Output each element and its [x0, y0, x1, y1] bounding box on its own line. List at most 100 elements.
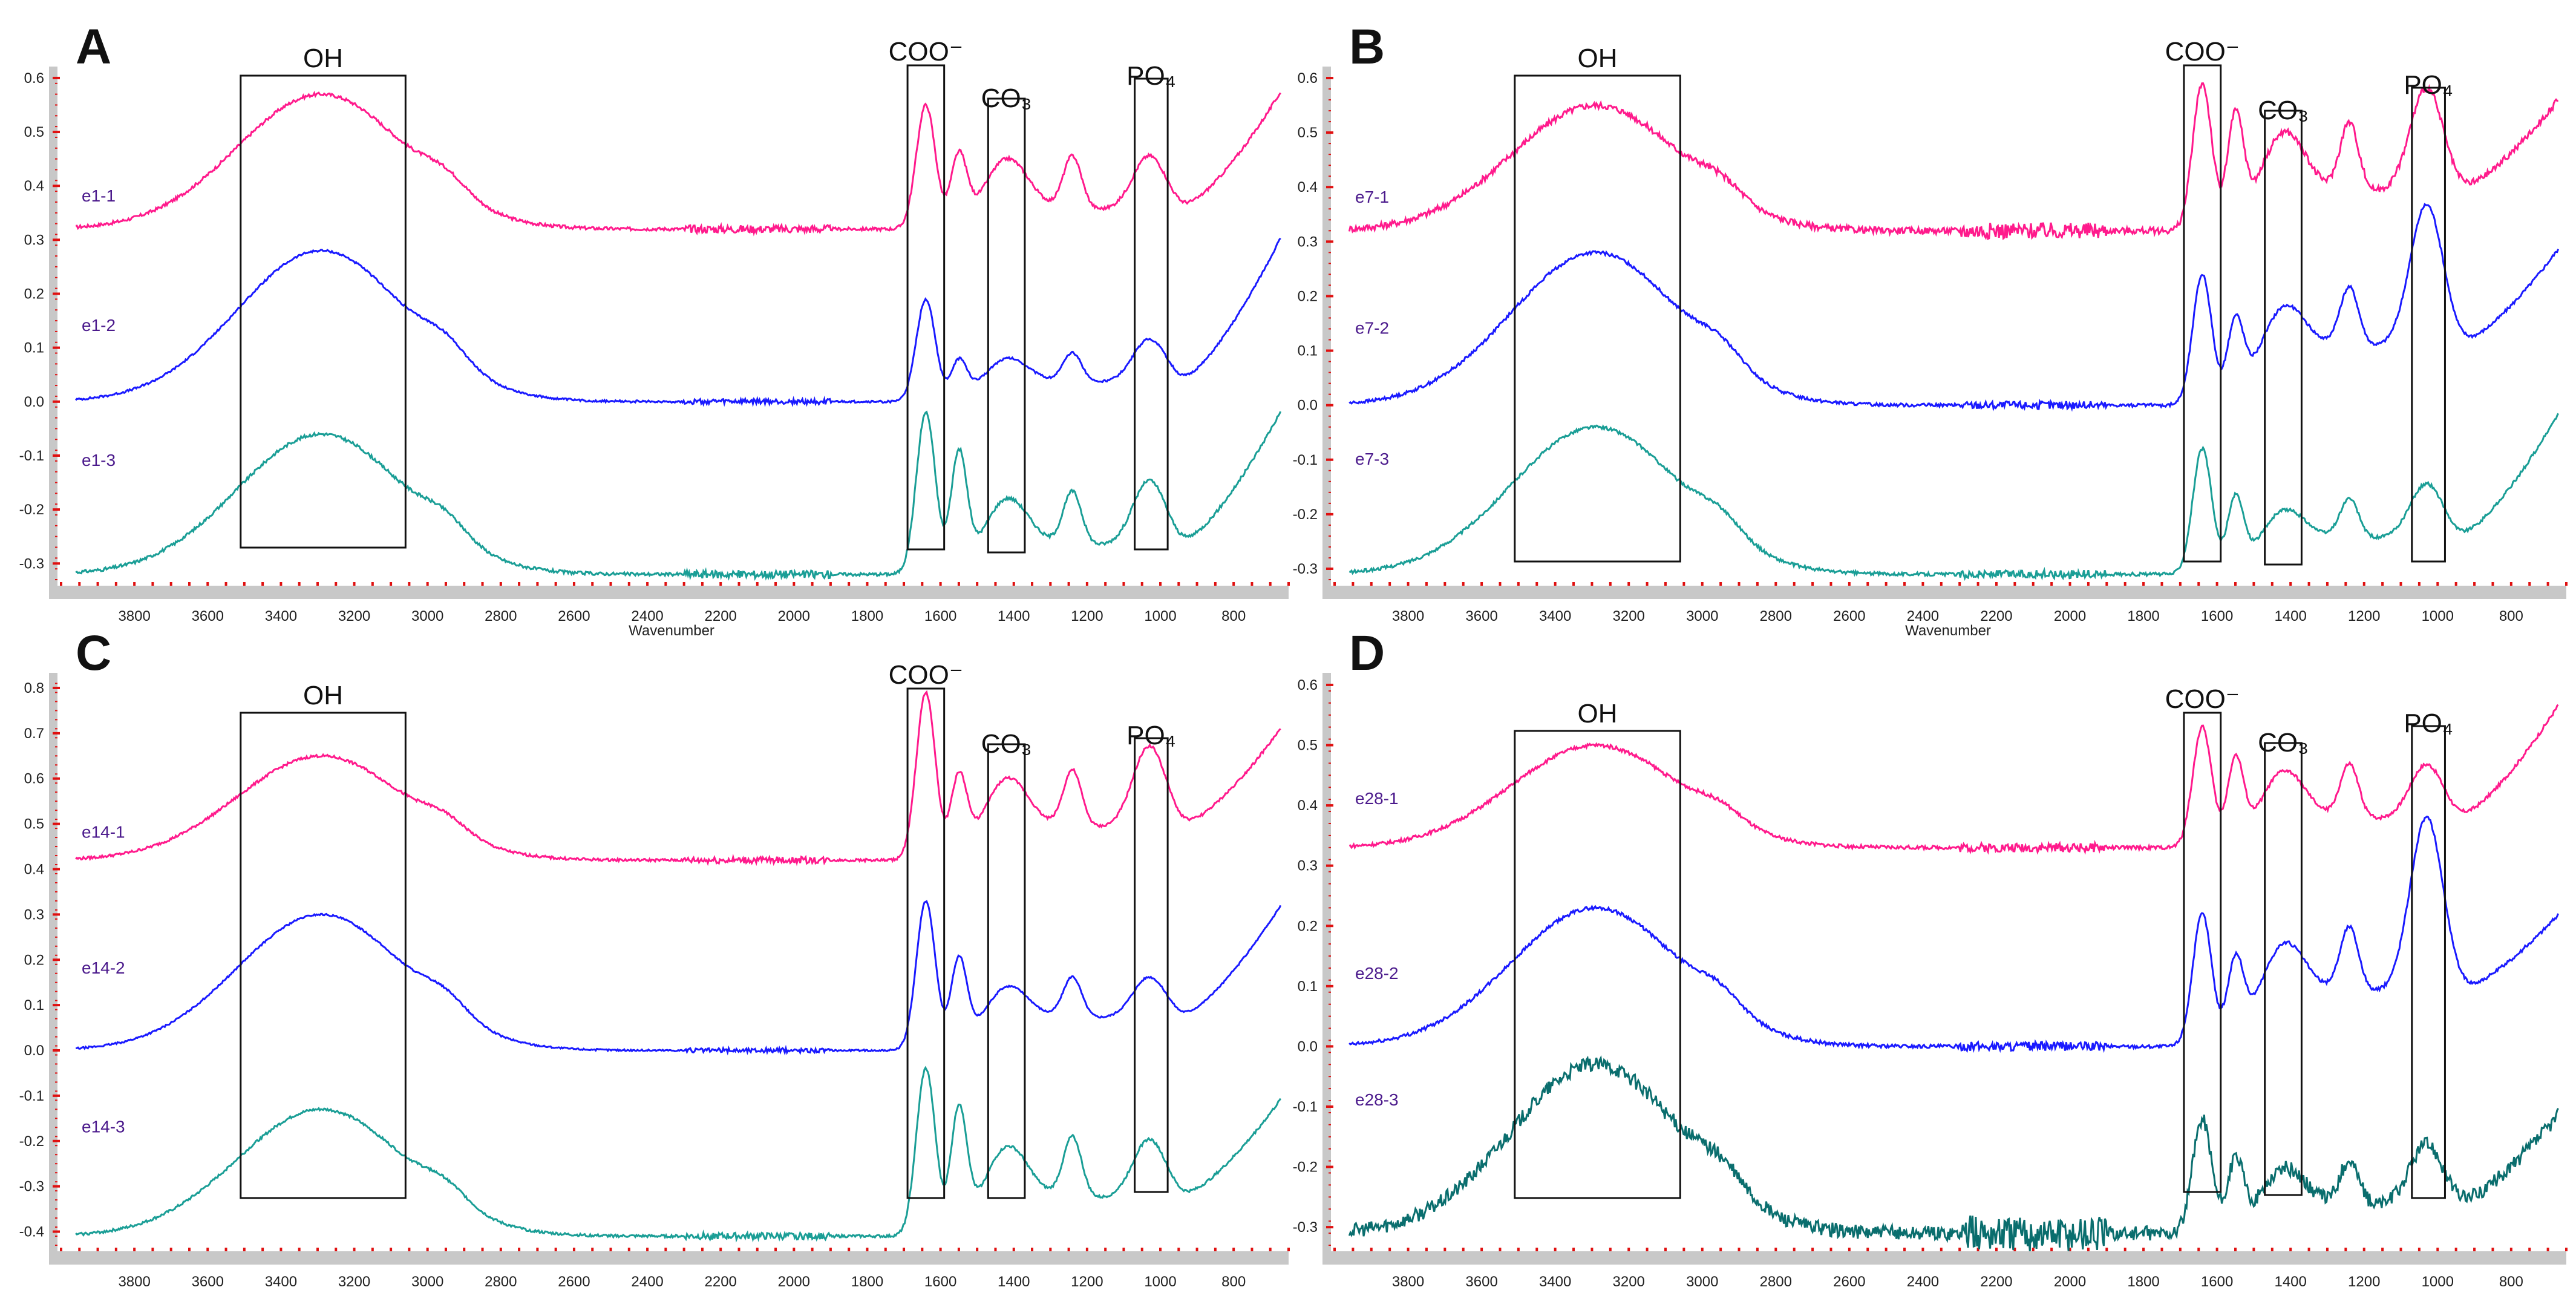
y-tick-label: -0.4: [19, 1224, 44, 1240]
series-label-e14-1: e14-1: [82, 823, 125, 842]
y-tick-label: 0.5: [24, 816, 44, 833]
series-label-e14-3: e14-3: [82, 1117, 125, 1136]
y-axis-bar: [1322, 673, 1331, 1265]
y-tick-label: -0.1: [19, 1088, 44, 1104]
region-label-co3: CO₃: [2258, 728, 2309, 758]
region-box-oh: [240, 74, 407, 549]
series-line-e1-1: [76, 91, 1281, 237]
x-tick-label: 2600: [1833, 1274, 1865, 1290]
y-tick-label: -0.3: [19, 555, 44, 572]
x-tick-label: 1200: [1071, 1274, 1103, 1290]
region-label-oh: OH: [1578, 44, 1618, 73]
region-label-co3: CO₃: [2258, 96, 2309, 125]
y-axis-bar: [1322, 67, 1331, 599]
x-tick-label: 1800: [2127, 1274, 2159, 1290]
x-axis-label: Wavenumber: [1905, 1288, 1991, 1290]
y-tick-label: 0.8: [24, 680, 44, 696]
y-tick-label: 0.4: [1298, 797, 1318, 814]
y-tick-label: -0.3: [1293, 561, 1318, 577]
x-tick-label: 1000: [2422, 608, 2454, 624]
y-tick-label: -0.2: [19, 502, 44, 518]
y-tick-label: 0.5: [1298, 738, 1318, 754]
x-tick-label: 3000: [1686, 1274, 1718, 1290]
x-tick-label: 2400: [1907, 608, 1939, 624]
x-tick-label: 2800: [1760, 608, 1792, 624]
x-tick-label: 2800: [485, 1274, 517, 1290]
y-tick-label: 0.0: [1298, 1038, 1318, 1055]
y-tick-label: 0.0: [24, 394, 44, 410]
y-tick-label: 0.4: [24, 861, 44, 877]
x-tick-label: 3600: [192, 608, 224, 624]
x-tick-label: 1600: [2201, 1274, 2233, 1290]
x-tick-label: 1600: [924, 1274, 956, 1290]
region-label-co3: CO₃: [981, 729, 1032, 759]
x-tick-label: 3600: [1465, 1274, 1497, 1290]
x-tick-label: 1600: [924, 608, 956, 624]
series-label-e28-2: e28-2: [1355, 964, 1399, 983]
series-line-e7-3: [1348, 413, 2559, 581]
region-label-po4: PO₄: [1126, 61, 1176, 91]
series-label-e7-1: e7-1: [1355, 188, 1389, 206]
region-box-coo: [906, 64, 946, 551]
y-tick-label: 0.5: [1298, 125, 1318, 141]
x-tick-label: 3400: [265, 608, 297, 624]
x-tick-label: 3400: [265, 1274, 297, 1290]
x-axis-bar: [1322, 1251, 2566, 1265]
series-label-e7-3: e7-3: [1355, 450, 1389, 468]
series-line-e28-2: [1348, 815, 2559, 1053]
x-tick-label: 800: [1221, 1274, 1246, 1290]
series-line-e7-1: [1348, 82, 2559, 241]
x-tick-label: 1200: [1071, 608, 1103, 624]
x-axis-bar: [49, 586, 1289, 599]
region-label-po4: PO₄: [1126, 721, 1176, 750]
x-tick-label: 2400: [631, 608, 663, 624]
series-label-e1-1: e1-1: [82, 186, 116, 205]
panel-letter-B: B: [1349, 19, 1385, 74]
y-tick-label: 0.4: [1298, 179, 1318, 195]
x-axis-bar: [49, 1251, 1289, 1265]
x-tick-label: 3800: [1392, 1274, 1424, 1290]
panel-letter-A: A: [76, 19, 111, 74]
x-tick-label: 2000: [2054, 1274, 2086, 1290]
y-tick-label: -0.1: [19, 448, 44, 464]
y-tick-label: 0.7: [24, 725, 44, 742]
series-label-e28-3: e28-3: [1355, 1090, 1399, 1109]
x-tick-label: 3800: [118, 608, 150, 624]
x-tick-label: 2600: [558, 608, 590, 624]
y-tick-label: 0.2: [1298, 918, 1318, 934]
x-tick-label: 800: [1221, 608, 1246, 624]
x-tick-label: 1000: [2422, 1274, 2454, 1290]
region-box-co3: [987, 743, 1026, 1199]
x-tick-label: 3200: [338, 1274, 370, 1290]
region-box-oh: [1514, 74, 1681, 563]
panel-letter-D: D: [1349, 626, 1385, 681]
x-tick-label: 2200: [705, 608, 737, 624]
x-tick-label: 1800: [851, 608, 883, 624]
x-tick-label: 2400: [631, 1274, 663, 1290]
region-label-coo: COO⁻: [889, 37, 963, 67]
panel-B: 3800 3600 3400 3200 3000 2800 2600 2400 2200 2000…: [1293, 19, 2568, 639]
x-tick-label: 2800: [485, 608, 517, 624]
series-line-e14-2: [76, 900, 1282, 1056]
y-tick-label: 0.6: [1298, 677, 1318, 693]
y-tick-label: 0.1: [24, 997, 44, 1013]
x-tick-label: 3400: [1539, 608, 1571, 624]
x-tick-label: 2600: [1833, 608, 1865, 624]
x-tick-label: 1000: [1144, 1274, 1176, 1290]
y-tick-label: 0.3: [1298, 858, 1318, 874]
x-tick-label: 1200: [2348, 1274, 2380, 1290]
series-line-e1-3: [75, 410, 1282, 581]
region-box-po4: [1134, 737, 1169, 1193]
x-tick-label: 1400: [998, 1274, 1030, 1290]
x-tick-label: 1200: [2348, 608, 2380, 624]
region-box-co3: [2264, 110, 2303, 566]
y-axis-bar: [49, 673, 57, 1265]
region-box-po4: [2411, 725, 2446, 1199]
y-tick-label: -0.2: [1293, 1159, 1318, 1176]
y-axis-bar: [49, 67, 57, 599]
region-label-coo: COO⁻: [2165, 684, 2240, 714]
x-tick-label: 3600: [192, 1274, 224, 1290]
x-tick-label: 2600: [558, 1274, 590, 1290]
y-tick-label: 0.6: [24, 771, 44, 787]
x-tick-label: 3400: [1539, 1274, 1571, 1290]
